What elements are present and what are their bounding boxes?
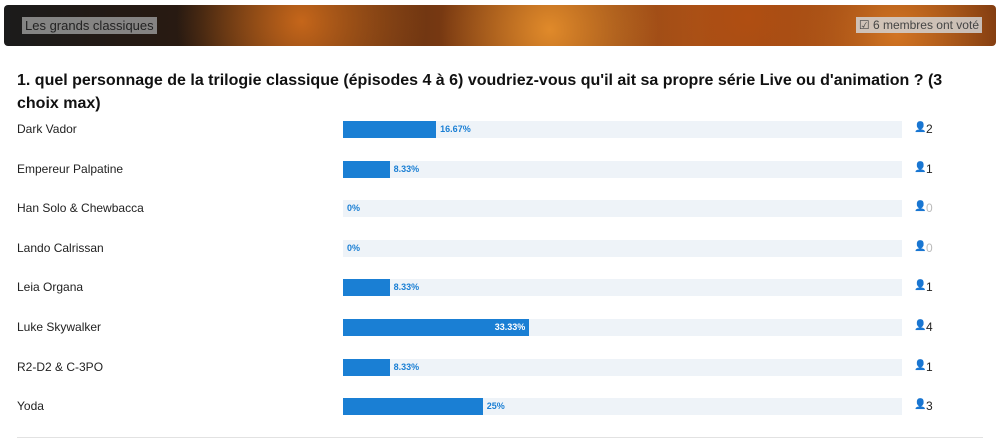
bar: [343, 121, 437, 138]
bar-track: [343, 398, 902, 416]
option-label: Luke Skywalker: [17, 320, 102, 334]
bar-track: [343, 279, 902, 297]
bar-track: [343, 160, 902, 178]
option-label: Han Solo & Chewbacca: [17, 201, 144, 216]
option-label: R2-D2 & C-3PO: [17, 359, 104, 374]
bar-track: [343, 358, 902, 376]
question: 1. quel personnage de la trilogie classi…: [17, 72, 943, 112]
vote-count: 3: [926, 399, 933, 414]
bar: [343, 358, 390, 376]
bar: [343, 279, 390, 297]
option-label: Leia Organa: [17, 280, 84, 295]
percent-label: 16.67%: [440, 124, 471, 134]
vote-count: 1: [926, 280, 933, 295]
poll-title: Les grands classiques: [22, 17, 157, 34]
user-icon: 👤: [914, 399, 927, 411]
percent-label: 8.33%: [393, 361, 420, 372]
percent-label: 0%: [347, 203, 361, 214]
bar: [343, 319, 530, 336]
bar-track: [343, 239, 902, 257]
votes-count: ☑ 6 membres ont voté: [855, 17, 982, 33]
percent-label: 0%: [347, 242, 361, 253]
vote-count: 2: [926, 122, 933, 136]
check-icon: ☑: [858, 18, 873, 32]
vote-count: 0: [926, 240, 933, 255]
votes-text: 6 membres ont voté: [872, 18, 979, 32]
bar-track: [343, 121, 902, 138]
user-icon: 👤: [914, 161, 927, 173]
bar: [343, 398, 483, 416]
user-icon: 👤: [914, 201, 927, 213]
user-icon: 👤: [914, 280, 927, 292]
option-label: Yoda: [17, 399, 44, 414]
percent-label: 8.33%: [393, 163, 420, 174]
user-icon: 👤: [914, 320, 927, 331]
percent-label: 33.33%: [494, 322, 526, 332]
percent-label: 25%: [486, 401, 505, 412]
vote-count: 0: [926, 201, 933, 216]
option-label: Empereur Palpatine: [17, 161, 124, 176]
user-icon: 👤: [914, 122, 927, 133]
bar-track: [343, 200, 902, 218]
user-icon: 👤: [914, 240, 927, 252]
option-label: Dark Vador: [17, 122, 77, 136]
divider: [17, 437, 983, 438]
percent-label: 8.33%: [393, 282, 420, 293]
bar: [343, 160, 390, 178]
vote-count: 4: [926, 320, 933, 334]
banner: [4, 5, 996, 46]
user-icon: 👤: [914, 359, 927, 371]
vote-count: 1: [926, 359, 933, 374]
vote-count: 1: [926, 161, 933, 176]
option-label: Lando Calrissan: [17, 240, 104, 255]
